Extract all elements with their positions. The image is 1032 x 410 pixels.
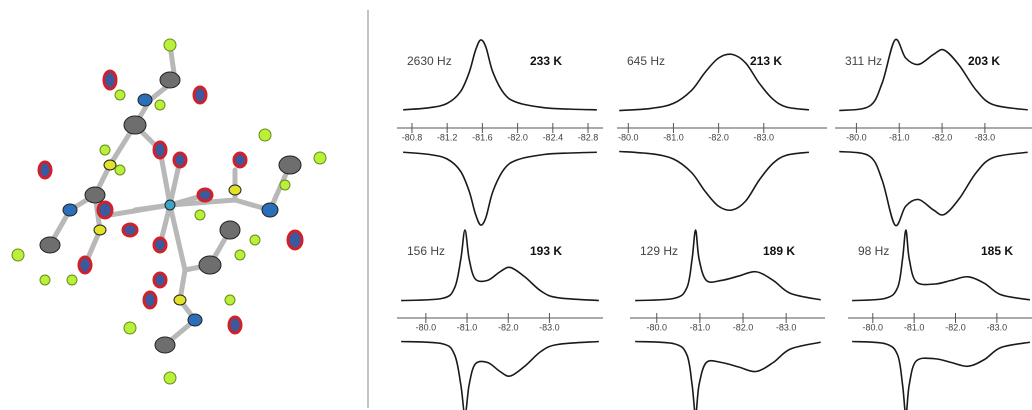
spectrum-trace xyxy=(635,342,821,410)
spectrum-panel: -80.0 -81.0 -82.0 -83.0 98 Hz 185 K xyxy=(848,230,1032,410)
linewidth-label: 311 Hz xyxy=(845,54,882,68)
figure: -80.8 -81.2 -81.6 -82.0 -82.4 -82.8 2630 Hz 233… xyxy=(0,0,1032,410)
linewidth-label: 645 Hz xyxy=(627,54,665,68)
x-tick-label: -82.8 xyxy=(578,132,599,142)
temperature-label: 203 K xyxy=(968,54,1000,68)
spectrum-trace xyxy=(852,342,1030,410)
x-tick-label: -83.0 xyxy=(975,132,996,142)
linewidth-label: 98 Hz xyxy=(858,244,889,258)
x-tick-label: -82.0 xyxy=(733,322,754,332)
temperature-label: 233 K xyxy=(530,54,562,68)
temperature-label: 185 K xyxy=(981,244,1013,258)
linewidth-label: 129 Hz xyxy=(640,244,678,258)
spectrum-trace xyxy=(403,40,597,110)
spectrum-trace xyxy=(635,230,821,301)
x-tick-label: -83.0 xyxy=(987,322,1008,332)
x-tick-label: -80.0 xyxy=(846,132,867,142)
x-tick-label: -81.0 xyxy=(457,322,478,332)
spectrum-panel: -80.8 -81.2 -81.6 -82.0 -82.4 -82.8 2630 Hz 233… xyxy=(397,40,603,225)
x-tick-label: -83.0 xyxy=(539,322,560,332)
linewidth-label: 156 Hz xyxy=(407,244,445,258)
x-tick-label: -83.0 xyxy=(754,132,775,142)
spectrum-trace xyxy=(401,230,599,301)
x-tick-label: -80.0 xyxy=(416,322,437,332)
x-tick-label: -81.2 xyxy=(437,132,458,142)
spectrum-panel: -80.0 -81.0 -82.0 -83.0 156 Hz 193 K xyxy=(397,230,603,410)
x-tick-label: -80.8 xyxy=(402,132,423,142)
x-tick-label: -80.0 xyxy=(863,322,884,332)
x-tick-label: -81.0 xyxy=(663,132,684,142)
spectrum-trace xyxy=(403,152,597,225)
x-tick-label: -82.0 xyxy=(708,132,729,142)
x-tick-label: -80.0 xyxy=(646,322,667,332)
temperature-label: 213 K xyxy=(750,54,782,68)
x-tick-label: -82.0 xyxy=(498,322,519,332)
x-tick-label: -82.4 xyxy=(543,132,564,142)
x-tick-label: -81.0 xyxy=(904,322,925,332)
x-tick-label: -82.0 xyxy=(932,132,953,142)
temperature-label: 193 K xyxy=(530,244,562,258)
spectrum-trace xyxy=(839,152,1027,226)
x-tick-label: -80.0 xyxy=(618,132,639,142)
spectrum-panel: -80.0 -81.0 -82.0 -83.0 129 Hz 189 K xyxy=(630,230,825,410)
spectrum-trace xyxy=(401,342,599,410)
linewidth-label: 2630 Hz xyxy=(407,54,452,68)
spectrum-panel: -80.0 -81.0 -82.0 -83.0 645 Hz 213 K xyxy=(617,54,827,210)
spectrum-trace xyxy=(852,230,1030,301)
x-tick-label: -81.6 xyxy=(472,132,493,142)
spectrum-panel: -80.0 -81.0 -82.0 -83.0 311 Hz 203 K xyxy=(835,39,1032,225)
temperature-label: 189 K xyxy=(763,244,795,258)
molecule-structure xyxy=(12,39,326,384)
x-tick-label: -82.0 xyxy=(945,322,966,332)
x-tick-label: -82.0 xyxy=(507,132,528,142)
x-tick-label: -81.0 xyxy=(690,322,711,332)
x-tick-label: -81.0 xyxy=(889,132,910,142)
spectrum-trace xyxy=(839,39,1027,110)
x-tick-label: -83.0 xyxy=(776,322,797,332)
spectrum-trace xyxy=(619,152,809,211)
